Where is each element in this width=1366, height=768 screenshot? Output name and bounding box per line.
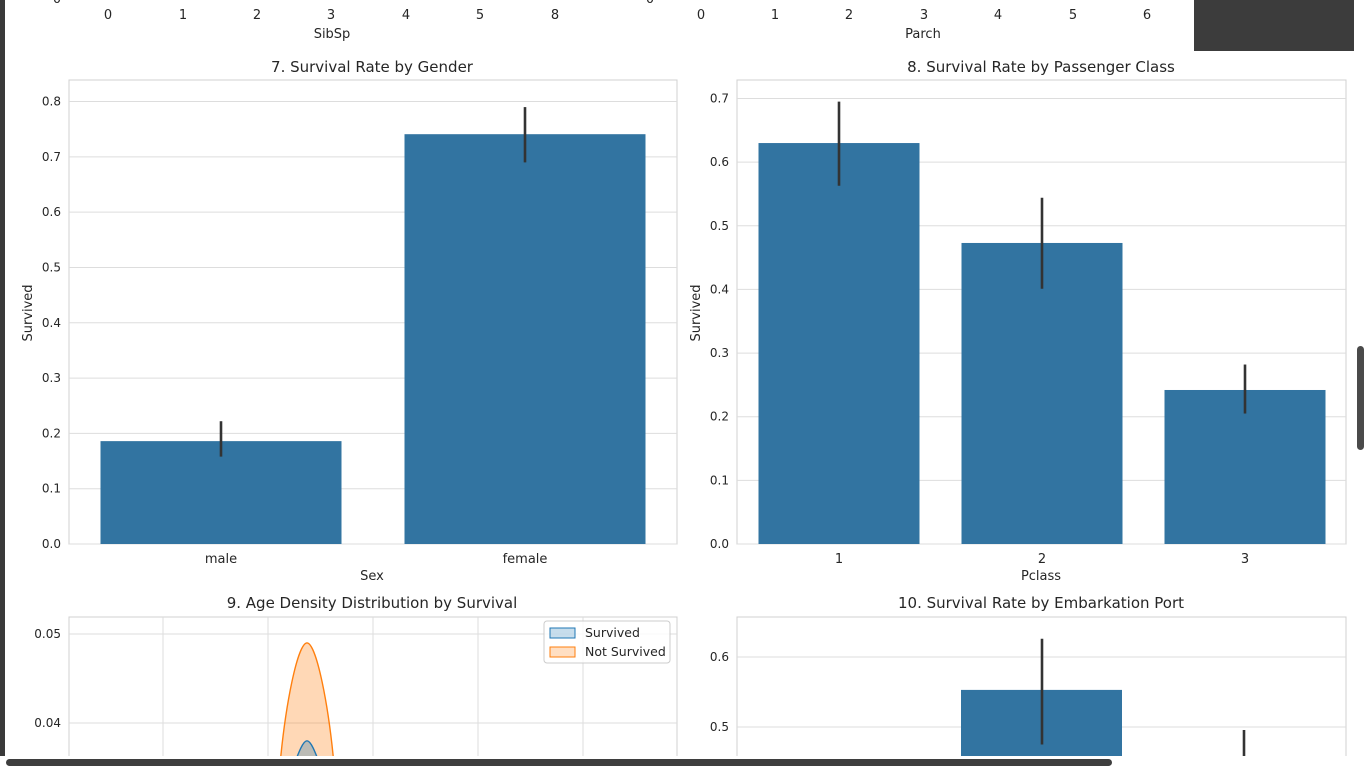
x-tick-label: 1 xyxy=(771,8,779,23)
y-tick-label: 0.8 xyxy=(42,95,61,109)
legend-label-not-survived: Not Survived xyxy=(585,644,666,659)
chart-title: 9. Age Density Distribution by Survival xyxy=(227,594,518,612)
y-axis-label: Survived xyxy=(689,284,704,341)
top-partial-sibsp-axis: 0 0 1 2 3 4 5 8 SibSp xyxy=(53,0,559,42)
x-tick-label: 3 xyxy=(920,8,928,23)
legend-swatch-not-survived xyxy=(549,646,576,658)
y-tick-label: 0.3 xyxy=(710,346,729,360)
y-tick-label: 0.6 xyxy=(710,650,729,664)
chart-survival-by-gender: 7. Survival Rate by Gender 0.0 0.1 0.2 0.3 0… xyxy=(21,58,678,584)
x-tick-label: 1 xyxy=(179,8,187,23)
chart-age-density: 9. Age Density Distribution by Survival … xyxy=(34,594,678,756)
density-area-survived xyxy=(296,740,318,756)
y-tick-label: 0.0 xyxy=(42,537,61,551)
x-tick-label: 0 xyxy=(697,8,705,23)
y-tick-label: 0.3 xyxy=(42,371,61,385)
x-axis-label: Parch xyxy=(905,27,941,42)
legend-label-survived: Survived xyxy=(585,625,640,640)
y-tick-label: 0.6 xyxy=(710,155,729,169)
y-tick-label: 0.7 xyxy=(710,92,729,106)
bar xyxy=(100,441,342,544)
cut-tick: 0 xyxy=(53,0,61,7)
y-tick-label: 0.04 xyxy=(34,716,61,730)
chart-title: 10. Survival Rate by Embarkation Port xyxy=(898,594,1184,612)
x-tick-label: 8 xyxy=(551,8,559,23)
window-left-border xyxy=(0,0,5,768)
x-axis-label: Sex xyxy=(360,569,384,584)
chart-survival-by-embarked: 10. Survival Rate by Embarkation Port 0.… xyxy=(710,594,1347,756)
bar xyxy=(961,242,1123,544)
y-tick-label: 0.5 xyxy=(710,720,729,734)
density-area-not-survived xyxy=(280,642,334,756)
legend: Survived Not Survived xyxy=(543,620,671,664)
x-tick-label: 5 xyxy=(1069,8,1077,23)
x-tick-label: 2 xyxy=(845,8,853,23)
x-tick-label: 2 xyxy=(1038,552,1046,567)
x-tick-label: 6 xyxy=(1143,8,1151,23)
x-axis-label: SibSp xyxy=(314,27,351,42)
y-tick-label: 0.6 xyxy=(42,205,61,219)
y-tick-label: 0.2 xyxy=(710,410,729,424)
y-tick-label: 0.1 xyxy=(710,473,729,487)
chart-title: 8. Survival Rate by Passenger Class xyxy=(907,58,1175,76)
y-tick-label: 0.05 xyxy=(34,627,61,641)
y-tick-label: 0.4 xyxy=(710,282,729,296)
figure-canvas: 0 0 1 2 3 4 5 8 SibSp 0 0 1 2 3 4 5 6 Parch 7. Survi… xyxy=(21,0,1347,756)
legend-swatch-survived xyxy=(549,627,576,639)
chart-title: 7. Survival Rate by Gender xyxy=(271,58,474,76)
horizontal-scrollbar-thumb[interactable] xyxy=(6,759,1112,766)
cut-tick: 0 xyxy=(646,0,654,7)
y-axis-label: Survived xyxy=(21,284,36,341)
y-tick-label: 0.5 xyxy=(42,260,61,274)
x-tick-label: female xyxy=(503,552,548,567)
x-tick-label: 4 xyxy=(402,8,410,23)
y-tick-label: 0.1 xyxy=(42,482,61,496)
x-tick-label: male xyxy=(205,552,237,567)
x-tick-label: 2 xyxy=(253,8,261,23)
x-tick-label: 5 xyxy=(476,8,484,23)
bar xyxy=(758,143,920,545)
x-tick-label: 4 xyxy=(994,8,1002,23)
vertical-scrollbar-thumb[interactable] xyxy=(1357,346,1364,450)
x-axis-label: Pclass xyxy=(1021,569,1061,584)
x-tick-label: 3 xyxy=(327,8,335,23)
x-tick-label: 3 xyxy=(1241,552,1249,567)
bar xyxy=(404,134,646,544)
x-tick-label: 1 xyxy=(835,552,843,567)
dark-overlay-panel xyxy=(1194,0,1354,51)
y-tick-label: 0.4 xyxy=(42,316,61,330)
y-tick-label: 0.0 xyxy=(710,537,729,551)
chart-survival-by-pclass: 8. Survival Rate by Passenger Class 0.0 0… xyxy=(689,58,1347,584)
y-tick-label: 0.2 xyxy=(42,426,61,440)
x-tick-label: 0 xyxy=(104,8,112,23)
y-tick-label: 0.7 xyxy=(42,150,61,164)
top-partial-parch-axis: 0 0 1 2 3 4 5 6 Parch xyxy=(646,0,1151,42)
bar xyxy=(1164,389,1326,544)
y-tick-label: 0.5 xyxy=(710,219,729,233)
